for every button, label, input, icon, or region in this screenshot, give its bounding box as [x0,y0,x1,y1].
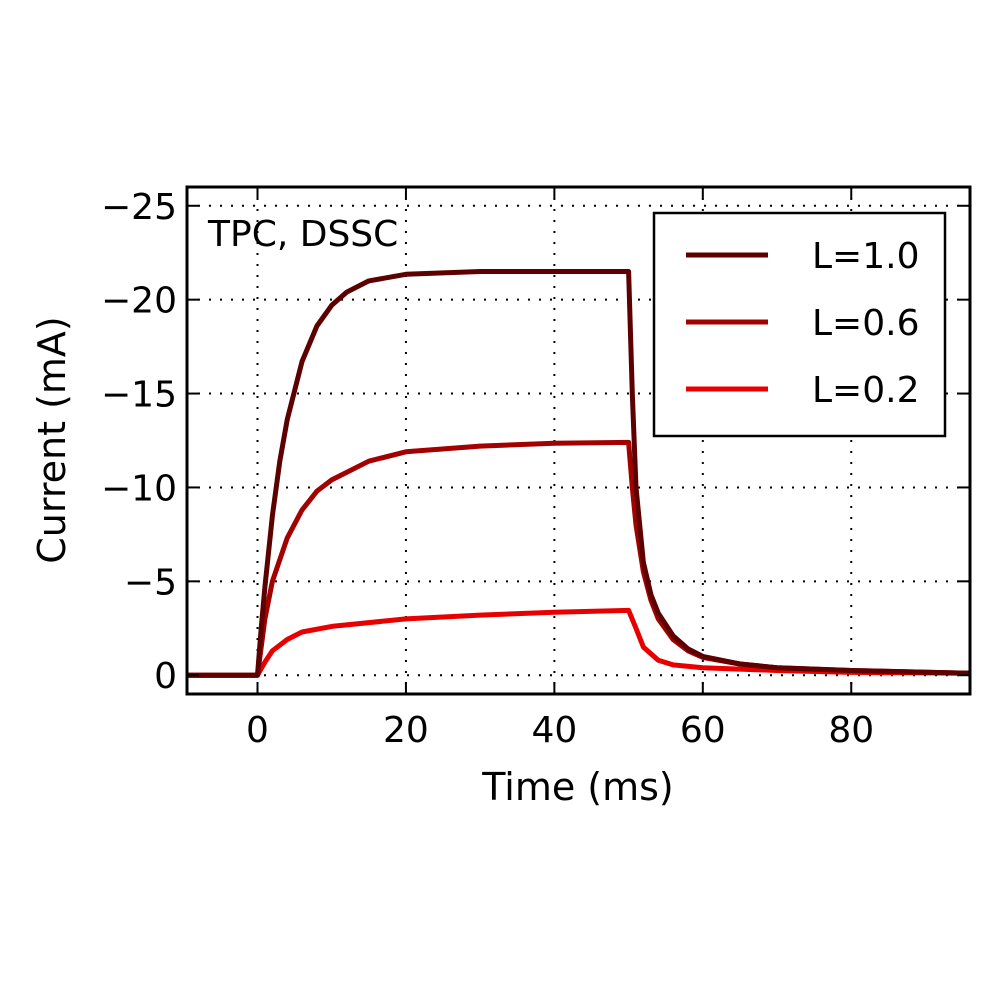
series-line-L=0.2 [187,607,970,678]
y-tick-label: −10 [101,468,177,509]
x-tick-label: 0 [246,710,269,751]
y-tick-label: 0 [154,656,177,697]
y-tick-label: −5 [124,562,177,603]
legend-label: L=0.6 [812,303,919,344]
plot-frame [185,185,972,696]
x-tick-label: 60 [680,710,726,751]
series-line-L=0.6 [187,439,970,678]
legend-label: L=1.0 [812,236,919,277]
legend: L=1.0 L=0.6 L=0.2 [652,211,947,438]
y-tick-label: −20 [101,281,177,322]
grid [187,187,970,694]
series-line-L=1.0 [187,269,970,678]
y-axis-label: Current (mA) [30,316,74,563]
y-tick-label: −25 [101,187,177,228]
x-tick-label: 20 [383,710,429,751]
series-lines [187,269,970,678]
x-tick-label: 40 [531,710,577,751]
ticks: 0 20 40 60 80 0 −5 −10 −15 −20 −25 [101,187,970,751]
y-tick-label: −15 [101,375,177,416]
x-axis-label: Time (ms) [481,765,674,809]
x-tick-label: 80 [828,710,874,751]
legend-label: L=0.2 [812,370,919,411]
annotation-label: TPC, DSSC [207,214,398,255]
